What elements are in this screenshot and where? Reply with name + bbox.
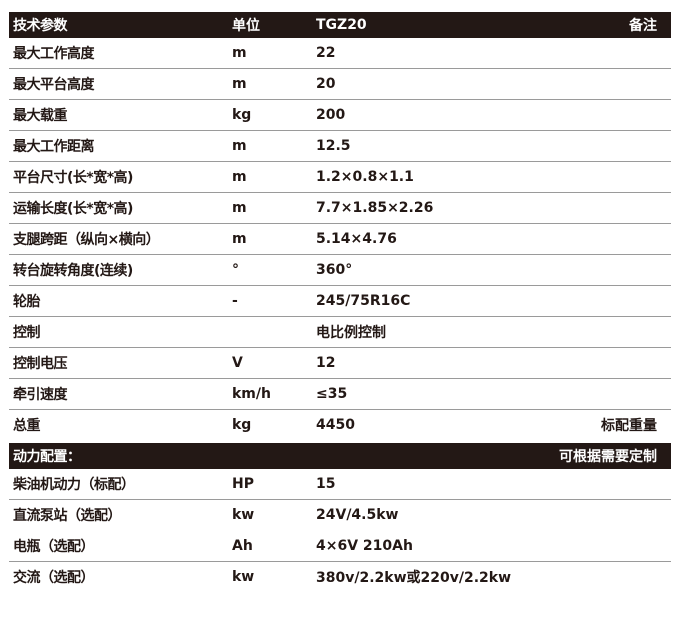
cell-unit: m <box>232 76 247 92</box>
cell-param: 最大工作高度 <box>13 46 95 62</box>
power-header: 动力配置： 可根据需要定制 <box>9 443 671 469</box>
cell-unit: m <box>232 169 247 185</box>
spec-table: 技术参数 单位 TGZ20 备注 最大工作高度 m 22 最大平台高度 m 20 最大载重 k… <box>9 12 671 593</box>
cell-note: 标配重量 <box>601 418 657 434</box>
header-unit: 单位 <box>232 18 260 34</box>
cell-value: 200 <box>316 107 346 123</box>
cell-unit: m <box>232 138 247 154</box>
power-note: 可根据需要定制 <box>559 449 657 465</box>
cell-unit: km/h <box>232 386 271 402</box>
cell-value: 4×6V 210Ah <box>316 538 413 554</box>
cell-unit: kg <box>232 417 252 433</box>
cell-param: 控制电压 <box>13 356 68 372</box>
cell-param: 柴油机动力（标配） <box>13 477 135 493</box>
cell-unit: kg <box>232 107 252 123</box>
cell-unit: V <box>232 355 243 371</box>
cell-value: 4450 <box>316 417 355 433</box>
cell-param: 支腿跨距（纵向×横向） <box>13 232 160 248</box>
cell-param: 轮胎 <box>13 294 41 310</box>
cell-unit: HP <box>232 476 254 492</box>
cell-param: 交流（选配） <box>13 570 95 586</box>
cell-param: 总重 <box>13 418 41 434</box>
table-row: 电瓶（选配） Ah 4×6V 210Ah <box>9 531 671 562</box>
cell-value: 380v/2.2kw或220v/2.2kw <box>316 570 512 586</box>
power-title: 动力配置： <box>13 449 81 465</box>
table-row: 直流泵站（选配） kw 24V/4.5kw <box>9 500 671 531</box>
cell-param: 直流泵站（选配） <box>13 508 122 524</box>
cell-param: 牵引速度 <box>13 387 68 403</box>
table-header: 技术参数 单位 TGZ20 备注 <box>9 12 671 38</box>
cell-param: 转台旋转角度(连续) <box>13 263 133 279</box>
table-row: 运输长度(长*宽*高) m 7.7×1.85×2.26 <box>9 193 671 224</box>
cell-unit: m <box>232 231 247 247</box>
cell-param: 运输长度(长*宽*高) <box>13 201 133 217</box>
cell-unit: m <box>232 200 247 216</box>
table-row: 支腿跨距（纵向×横向） m 5.14×4.76 <box>9 224 671 255</box>
header-param: 技术参数 <box>13 18 68 34</box>
cell-unit: ° <box>232 262 239 278</box>
cell-value: 24V/4.5kw <box>316 507 399 523</box>
header-note: 备注 <box>629 18 657 34</box>
cell-value: 15 <box>316 476 336 492</box>
cell-param: 最大工作距离 <box>13 139 95 155</box>
header-model: TGZ20 <box>316 17 367 33</box>
table-row: 最大平台高度 m 20 <box>9 69 671 100</box>
table-row: 转台旋转角度(连续) ° 360° <box>9 255 671 286</box>
table-row: 最大工作高度 m 22 <box>9 38 671 69</box>
cell-value: ≤35 <box>316 386 348 402</box>
cell-unit: kw <box>232 507 255 523</box>
cell-value: 12 <box>316 355 336 371</box>
table-row: 轮胎 - 245/75R16C <box>9 286 671 317</box>
cell-value: 245/75R16C <box>316 293 411 309</box>
table-row: 平台尺寸(长*宽*高) m 1.2×0.8×1.1 <box>9 162 671 193</box>
cell-param: 电瓶（选配） <box>13 539 95 555</box>
cell-value: 1.2×0.8×1.1 <box>316 169 414 185</box>
cell-param: 平台尺寸(长*宽*高) <box>13 170 133 186</box>
cell-unit: kw <box>232 569 255 585</box>
cell-unit: m <box>232 45 247 61</box>
cell-value: 5.14×4.76 <box>316 231 397 247</box>
cell-value: 12.5 <box>316 138 351 154</box>
cell-value: 7.7×1.85×2.26 <box>316 200 434 216</box>
table-row: 最大载重 kg 200 <box>9 100 671 131</box>
cell-param: 控制 <box>13 325 41 341</box>
table-row: 交流（选配） kw 380v/2.2kw或220v/2.2kw <box>9 562 671 593</box>
table-row: 牵引速度 km/h ≤35 <box>9 379 671 410</box>
table-row: 最大工作距离 m 12.5 <box>9 131 671 162</box>
table-row: 柴油机动力（标配） HP 15 <box>9 469 671 500</box>
table-row: 控制电压 V 12 <box>9 348 671 379</box>
cell-param: 最大载重 <box>13 108 68 124</box>
cell-value: 360° <box>316 262 353 278</box>
cell-unit: Ah <box>232 538 253 554</box>
cell-unit: - <box>232 293 238 309</box>
table-row: 总重 kg 4450 标配重量 <box>9 410 671 441</box>
cell-value: 20 <box>316 76 336 92</box>
cell-value: 电比例控制 <box>316 325 386 341</box>
cell-value: 22 <box>316 45 336 61</box>
cell-param: 最大平台高度 <box>13 77 95 93</box>
table-row: 控制 电比例控制 <box>9 317 671 348</box>
